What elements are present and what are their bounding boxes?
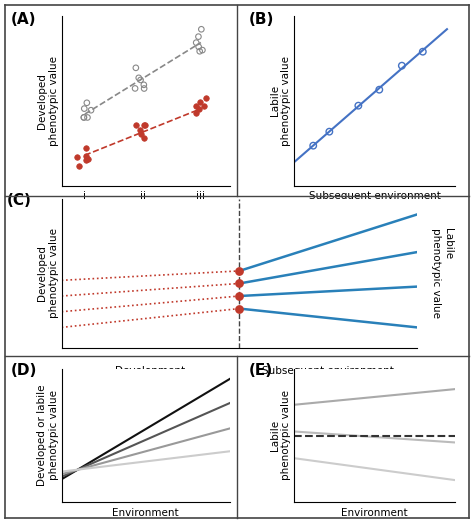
Point: [84, 113, 91, 122]
Text: Labile
phenotypic value: Labile phenotypic value: [431, 228, 453, 319]
Point: [202, 94, 210, 102]
Text: (A): (A): [11, 13, 36, 27]
Y-axis label: Developed
phenotypic value: Developed phenotypic value: [37, 228, 59, 319]
Text: (B): (B): [249, 13, 274, 27]
Point: [326, 128, 333, 136]
Y-axis label: Developed or labile
phenotypic value: Developed or labile phenotypic value: [37, 384, 59, 486]
Point: [140, 81, 147, 89]
Point: [195, 43, 202, 51]
Point: [131, 84, 139, 93]
Point: [82, 143, 89, 152]
Point: [196, 47, 203, 55]
X-axis label: Subsequent environment: Subsequent environment: [309, 191, 440, 201]
Point: [84, 154, 91, 163]
Point: [137, 126, 144, 134]
X-axis label: Developmental environment: Developmental environment: [71, 206, 220, 216]
Y-axis label: Labile
phenotypic value: Labile phenotypic value: [270, 390, 291, 481]
Text: (E): (E): [249, 363, 273, 378]
Y-axis label: Developed
phenotypic value: Developed phenotypic value: [37, 55, 59, 146]
Text: (C): (C): [7, 193, 31, 208]
Point: [80, 113, 88, 122]
Point: [355, 101, 362, 110]
Point: [140, 134, 148, 142]
Point: [82, 152, 90, 160]
Point: [236, 292, 243, 300]
Point: [135, 74, 143, 82]
Point: [142, 121, 149, 129]
Point: [82, 156, 90, 165]
Point: [198, 25, 205, 33]
Point: [398, 62, 406, 70]
Point: [80, 113, 88, 121]
Point: [132, 121, 139, 130]
Point: [87, 106, 95, 115]
Point: [236, 279, 243, 288]
Point: [137, 130, 145, 139]
Point: [236, 267, 243, 275]
Point: [375, 85, 383, 94]
Point: [137, 76, 145, 84]
Point: [132, 64, 140, 72]
Point: [83, 99, 91, 107]
X-axis label: Environment: Environment: [112, 508, 179, 518]
Point: [76, 162, 83, 170]
Point: [196, 97, 204, 106]
Text: Subsequent environment: Subsequent environment: [262, 366, 394, 376]
Point: [310, 142, 317, 150]
Point: [192, 102, 200, 110]
Y-axis label: Labile
phenotypic value: Labile phenotypic value: [270, 55, 291, 146]
Point: [192, 109, 200, 118]
Point: [199, 46, 206, 54]
Point: [192, 39, 200, 47]
Point: [73, 153, 81, 162]
Point: [195, 32, 202, 41]
Point: [236, 304, 243, 313]
Point: [140, 84, 148, 93]
Point: [201, 102, 208, 110]
Point: [195, 105, 203, 113]
Text: (D): (D): [11, 363, 37, 378]
X-axis label: Environment: Environment: [341, 508, 408, 518]
Text: Development: Development: [116, 366, 185, 376]
Point: [140, 120, 148, 129]
Point: [419, 48, 427, 56]
Point: [81, 105, 88, 113]
